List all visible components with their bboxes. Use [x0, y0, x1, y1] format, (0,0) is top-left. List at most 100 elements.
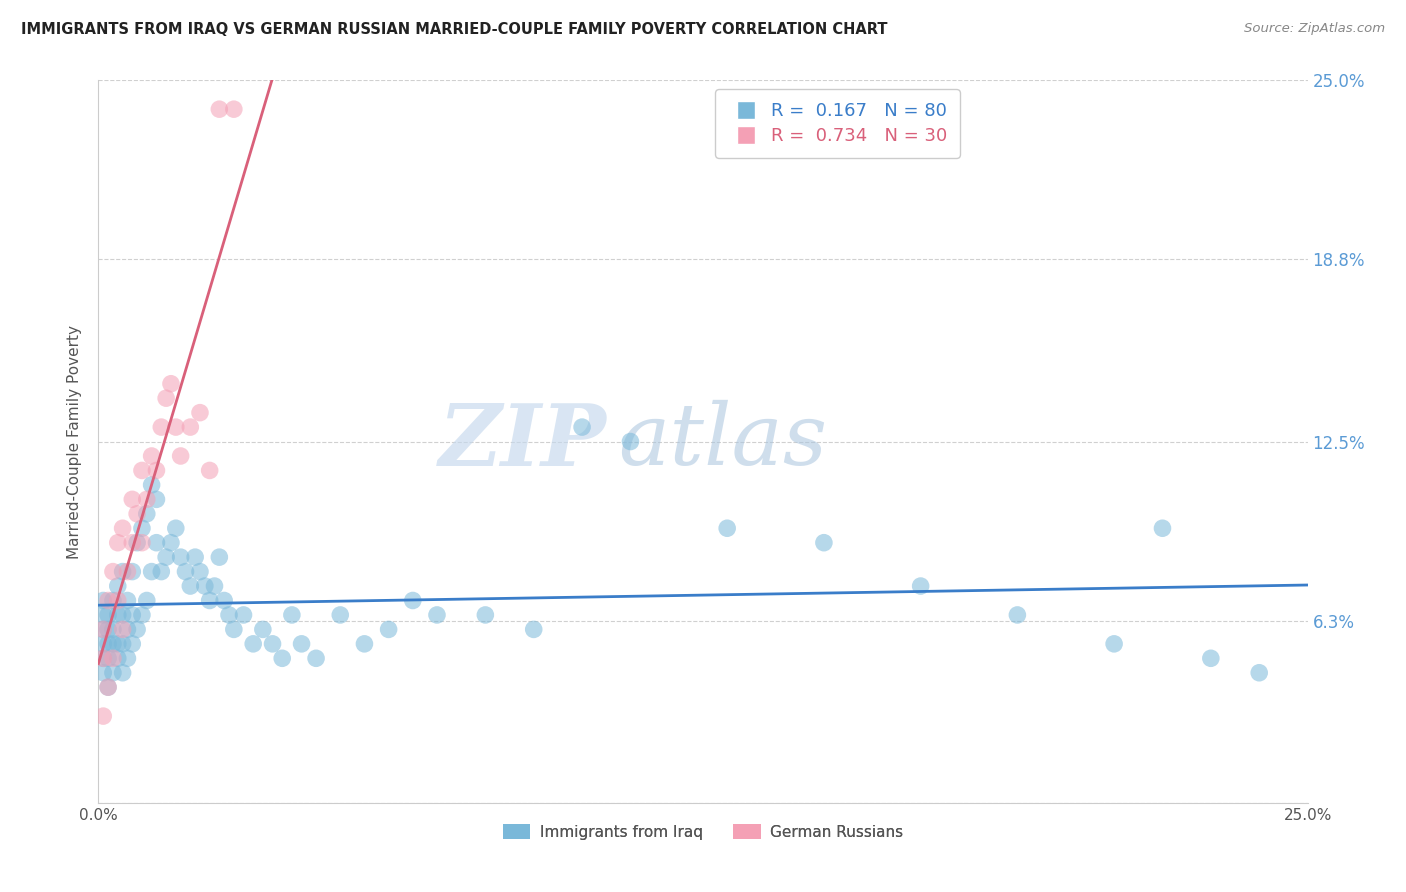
Point — [97, 593, 120, 607]
Point — [91, 607, 114, 622]
Point — [131, 535, 153, 549]
Point — [188, 406, 211, 420]
Point — [121, 565, 143, 579]
Point — [184, 550, 207, 565]
Point — [145, 492, 167, 507]
Point — [155, 391, 177, 405]
Point — [426, 607, 449, 622]
Point — [111, 521, 134, 535]
Point — [212, 593, 235, 607]
Point — [91, 651, 114, 665]
Legend: Immigrants from Iraq, German Russians: Immigrants from Iraq, German Russians — [496, 818, 910, 846]
Point — [222, 623, 245, 637]
Point — [91, 593, 114, 607]
Point — [111, 623, 134, 637]
Point — [111, 607, 134, 622]
Point — [1007, 607, 1029, 622]
Y-axis label: Married-Couple Family Poverty: Married-Couple Family Poverty — [67, 325, 83, 558]
Point — [107, 579, 129, 593]
Point — [107, 535, 129, 549]
Point — [97, 651, 120, 665]
Point — [150, 565, 173, 579]
Point — [160, 535, 183, 549]
Point — [117, 593, 139, 607]
Point — [135, 593, 157, 607]
Point — [155, 550, 177, 565]
Point — [131, 463, 153, 477]
Point — [619, 434, 641, 449]
Point — [121, 637, 143, 651]
Point — [107, 637, 129, 651]
Point — [127, 623, 149, 637]
Point — [204, 579, 226, 593]
Point — [91, 623, 114, 637]
Text: ZIP: ZIP — [439, 400, 606, 483]
Point — [101, 665, 124, 680]
Point — [91, 665, 114, 680]
Point — [101, 623, 124, 637]
Point — [169, 550, 191, 565]
Point — [716, 521, 738, 535]
Point — [218, 607, 240, 622]
Point — [188, 565, 211, 579]
Point — [131, 607, 153, 622]
Point — [135, 507, 157, 521]
Point — [353, 637, 375, 651]
Point — [101, 565, 124, 579]
Point — [101, 593, 124, 607]
Point — [111, 637, 134, 651]
Point — [135, 492, 157, 507]
Point — [117, 623, 139, 637]
Point — [107, 607, 129, 622]
Point — [127, 535, 149, 549]
Point — [262, 637, 284, 651]
Point — [242, 637, 264, 651]
Point — [101, 651, 124, 665]
Point — [97, 680, 120, 694]
Point — [165, 521, 187, 535]
Point — [91, 623, 114, 637]
Point — [174, 565, 197, 579]
Point — [474, 607, 496, 622]
Point — [377, 623, 399, 637]
Point — [813, 535, 835, 549]
Point — [101, 637, 124, 651]
Point — [97, 637, 120, 651]
Point — [305, 651, 328, 665]
Point — [91, 709, 114, 723]
Point — [121, 607, 143, 622]
Point — [1152, 521, 1174, 535]
Point — [208, 550, 231, 565]
Point — [402, 593, 425, 607]
Point — [117, 651, 139, 665]
Point — [179, 420, 201, 434]
Point — [97, 607, 120, 622]
Point — [222, 102, 245, 116]
Point — [160, 376, 183, 391]
Point — [145, 463, 167, 477]
Point — [91, 637, 114, 651]
Point — [208, 102, 231, 116]
Point — [232, 607, 254, 622]
Point — [198, 593, 221, 607]
Point — [111, 565, 134, 579]
Point — [165, 420, 187, 434]
Point — [97, 623, 120, 637]
Point — [141, 449, 163, 463]
Point — [194, 579, 217, 593]
Point — [107, 651, 129, 665]
Point — [252, 623, 274, 637]
Text: atlas: atlas — [619, 401, 828, 483]
Text: IMMIGRANTS FROM IRAQ VS GERMAN RUSSIAN MARRIED-COUPLE FAMILY POVERTY CORRELATION: IMMIGRANTS FROM IRAQ VS GERMAN RUSSIAN M… — [21, 22, 887, 37]
Point — [145, 535, 167, 549]
Point — [523, 623, 546, 637]
Point — [111, 665, 134, 680]
Point — [127, 507, 149, 521]
Point — [141, 478, 163, 492]
Point — [1199, 651, 1222, 665]
Point — [1102, 637, 1125, 651]
Point — [910, 579, 932, 593]
Point — [97, 680, 120, 694]
Point — [121, 492, 143, 507]
Point — [198, 463, 221, 477]
